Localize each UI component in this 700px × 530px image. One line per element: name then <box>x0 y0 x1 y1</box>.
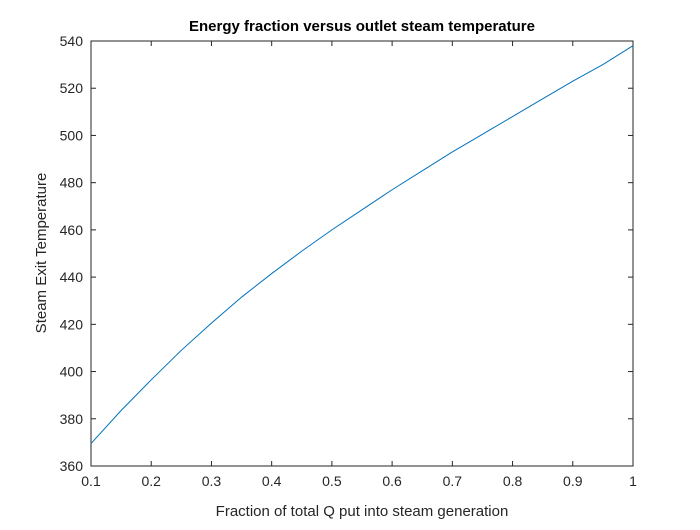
chart-title: Energy fraction versus outlet steam temp… <box>189 18 535 35</box>
x-tick-label: 0.7 <box>443 473 463 489</box>
x-tick-label: 0.8 <box>503 473 523 489</box>
x-tick-label: 0.2 <box>141 473 161 489</box>
x-tick-label: 0.1 <box>81 473 101 489</box>
y-tick-label: 460 <box>60 222 84 238</box>
x-tick-label: 0.3 <box>202 473 222 489</box>
y-tick-label: 500 <box>60 127 84 143</box>
series-line <box>90 45 634 444</box>
y-axis-label: Steam Exit Temperature <box>33 173 50 334</box>
plot-area <box>90 40 634 467</box>
x-tick-label: 0.6 <box>382 473 402 489</box>
y-tick-label: 480 <box>60 175 84 191</box>
x-tick-label: 0.5 <box>322 473 342 489</box>
y-tick-label: 420 <box>60 316 84 332</box>
y-tick-label: 400 <box>60 364 84 380</box>
x-axis-label: Fraction of total Q put into steam gener… <box>216 503 509 520</box>
y-tick-label: 440 <box>60 269 84 285</box>
y-tick-label: 540 <box>60 33 84 49</box>
x-tick-label: 0.9 <box>563 473 583 489</box>
y-tick-label: 380 <box>60 411 84 427</box>
y-tick-label: 520 <box>60 80 84 96</box>
x-tick-label: 0.4 <box>262 473 282 489</box>
x-tick-label: 1 <box>629 473 637 489</box>
y-tick-label: 360 <box>60 458 84 474</box>
